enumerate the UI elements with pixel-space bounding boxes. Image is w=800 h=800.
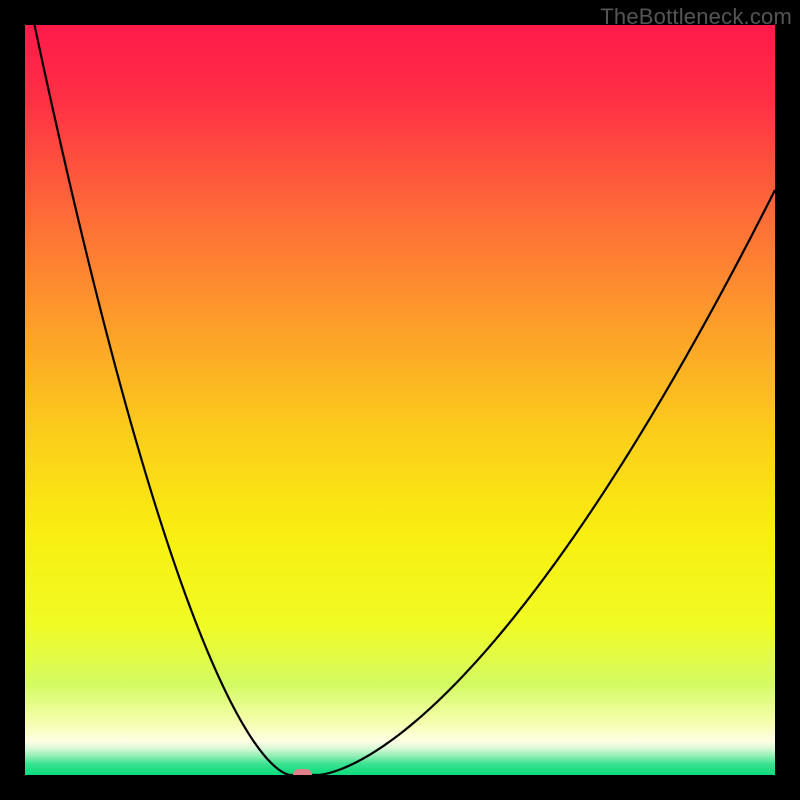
plot-background [25,25,775,775]
bottleneck-chart [0,0,800,800]
attribution-label: TheBottleneck.com [600,4,792,30]
